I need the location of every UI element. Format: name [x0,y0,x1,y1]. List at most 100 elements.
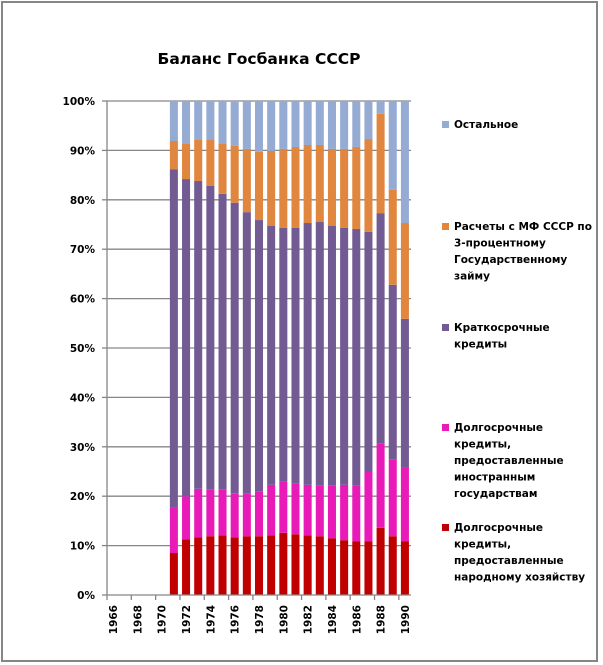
x-tick-label: 1978 [254,605,266,634]
bar-segment-1977-s4 [242,101,251,149]
bar-segment-1972-s3 [182,143,191,180]
legend-swatch [442,424,449,431]
y-tick-label: 0% [77,590,95,602]
bar-segment-1982-s0 [303,535,312,595]
x-tick-label: 1966 [108,605,120,634]
bar-segment-1977-s0 [242,536,251,595]
bar-segment-1986-s4 [352,101,361,147]
bar-segment-1973-s4 [194,101,203,141]
bar-segment-1982-s1 [303,484,312,536]
bar-segment-1976-s1 [230,493,239,538]
y-tick-label: 40% [70,392,96,404]
x-tick-label: 1986 [351,605,363,634]
x-tick-label: 1976 [230,605,242,634]
bar-segment-1989-s2 [388,284,397,460]
bar-segment-1980-s4 [279,101,288,149]
chart-title: Баланс Госбанка СССР [158,50,361,68]
bar-segment-1981-s4 [291,101,300,147]
legend-swatch [442,524,449,531]
bar-segment-1986-s3 [352,146,361,229]
bar-segment-1976-s2 [230,202,239,494]
bar-segment-1980-s2 [279,227,288,482]
bar-segment-1983-s1 [315,485,324,537]
y-tick-label: 10% [70,541,96,553]
bar-segment-1986-s2 [352,228,361,486]
bar-segment-1987-s4 [364,101,373,140]
legend-label: займу [454,271,490,283]
bar-segment-1988-s4 [376,101,385,114]
bar-segment-1979-s0 [267,535,276,595]
bar-segment-1978-s0 [254,536,264,595]
bar-segment-1985-s1 [340,484,349,541]
x-tick-label: 1972 [181,605,193,634]
bar-segment-1982-s2 [303,223,312,485]
legend-item: Расчеты с МФ СССР по 3-процентному Государ… [442,221,592,283]
bar-segment-1988-s0 [376,527,385,595]
bar-segment-1981-s2 [291,227,300,484]
legend-label: Долгосрочные [454,422,543,434]
bar-segment-1988-s2 [376,213,385,444]
bar-segment-1972-s0 [182,539,191,595]
bar-segment-1988-s3 [376,113,385,214]
bar-segment-1981-s1 [291,483,300,535]
legend-label: Расчеты с МФ СССР по [454,221,592,233]
legend-label: 3-процентному [454,238,546,250]
x-tick-label: 1982 [303,605,315,634]
y-tick-label: 60% [70,294,96,306]
bar-segment-1989-s0 [388,536,397,595]
bar-segment-1974-s0 [206,536,215,595]
bar-segment-1975-s1 [218,489,227,536]
bar-segment-1980-s3 [279,148,288,228]
x-tick-label: 1968 [132,605,144,634]
bar-segment-1976-s0 [230,537,239,595]
bar-segment-1971-s0 [169,553,178,595]
bar-segment-1985-s0 [340,540,349,595]
bar-segment-1984-s4 [327,101,336,149]
x-tick-label: 1984 [327,605,339,634]
bar-segment-1972-s4 [182,101,191,144]
bar-segment-1980-s0 [279,532,288,595]
legend-swatch [442,121,449,128]
bar-segment-1984-s0 [327,538,336,595]
bar-segment-1978-s4 [254,101,264,152]
bar-segment-1975-s0 [218,535,227,595]
bar-segment-1990-s0 [400,541,409,595]
bar-segment-1978-s2 [254,220,264,492]
bar-segment-1978-s3 [254,151,264,221]
bar-segment-1985-s2 [340,227,349,485]
legend-label: предоставленные [454,555,564,567]
bar-segment-1983-s2 [315,222,324,486]
legend-label: кредиты, [454,439,511,451]
bar-segment-1985-s3 [340,148,349,228]
bar-segment-1980-s1 [279,481,288,533]
bar-segment-1981-s0 [291,534,300,595]
bar-segment-1979-s3 [267,150,276,226]
bar-segment-1975-s4 [218,101,227,144]
bar-segment-1971-s3 [169,141,178,170]
legend-label: Краткосрочные [454,322,550,334]
bar-segment-1982-s3 [303,144,312,224]
legend-label: Остальное [454,119,518,131]
legend-item: Долгосрочные кредиты, предоставленные народ… [442,522,585,584]
bar-segment-1990-s1 [400,467,409,542]
bar-segment-1984-s3 [327,148,336,226]
bar-segment-1985-s4 [340,101,349,149]
bar-segment-1987-s1 [364,471,373,542]
bar-segment-1989-s1 [388,459,397,537]
bar-segment-1986-s1 [352,485,361,542]
legend-swatch [442,223,449,230]
bar-segment-1987-s3 [364,139,373,232]
bar-segment-1989-s3 [388,189,397,285]
bar-segment-1974-s2 [206,185,215,490]
bar-segment-1971-s1 [169,507,178,554]
y-tick-label: 90% [70,145,96,157]
bar-segment-1977-s3 [242,148,251,213]
bar-segment-1984-s2 [327,225,336,486]
bar-segment-1990-s2 [400,318,409,468]
bar-segment-1971-s2 [169,169,178,508]
bar-segment-1977-s2 [242,212,251,494]
legend-label: кредиты, [454,539,511,551]
y-tick-label: 80% [70,195,96,207]
y-tick-label: 20% [70,491,96,503]
